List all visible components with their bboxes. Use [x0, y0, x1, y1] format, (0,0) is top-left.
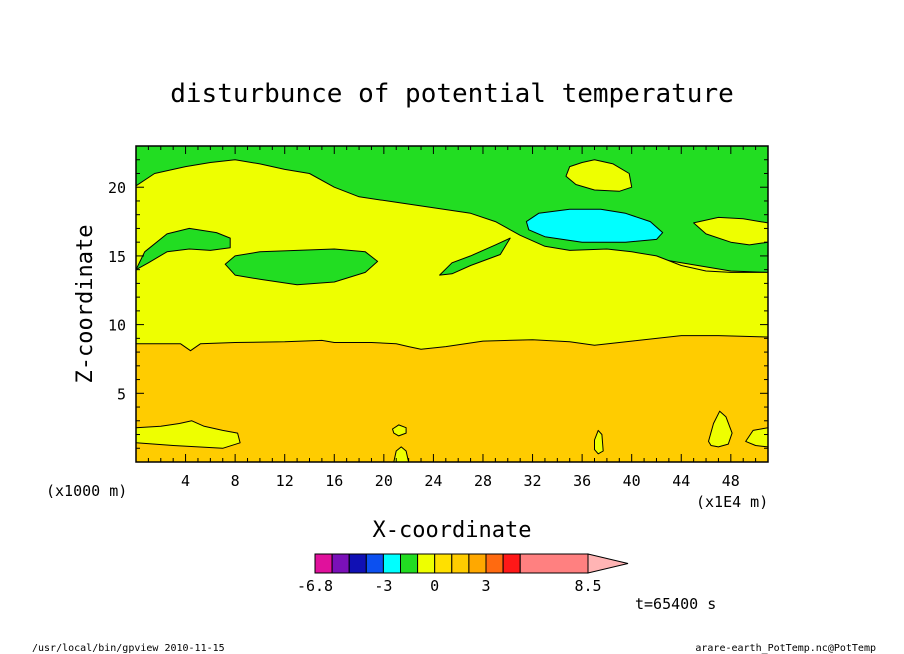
contour-fills [136, 146, 768, 462]
y-unit-label: (x1000 m) [46, 482, 127, 500]
y-axis-label: Z-coordinate [73, 225, 98, 384]
colorbar-label: 0 [430, 577, 439, 595]
contour-region-4 [224, 248, 379, 286]
x-tick-label: 20 [375, 472, 393, 490]
contour-region-12 [393, 446, 410, 462]
x-tick-label: 44 [672, 472, 690, 490]
contour-region-14 [708, 410, 733, 448]
colorbar-label: -6.8 [297, 577, 333, 595]
x-tick-label: 48 [722, 472, 740, 490]
footer-left: /usr/local/bin/gpview 2010-11-15 [32, 643, 225, 654]
contour-region-10 [136, 420, 241, 449]
colorbar-legend: -6.8 -3 0 3 8.5 [297, 553, 629, 595]
colorbar-segment [502, 553, 521, 574]
y-axis-ticks: 5 10 15 20 [108, 159, 768, 449]
contour-region-15 [745, 427, 768, 448]
colorbar-segment [382, 553, 401, 574]
colorbar-segment [519, 553, 589, 574]
contour-region-9 [136, 335, 768, 462]
colorbar-segment [417, 553, 436, 574]
colorbar-segment [468, 553, 487, 574]
x-tick-label: 28 [474, 472, 492, 490]
x-tick-label: 40 [623, 472, 641, 490]
colorbar-segment [485, 553, 504, 574]
y-tick-label: 10 [108, 317, 126, 335]
y-tick-label: 5 [117, 385, 126, 403]
colorbar-segment [451, 553, 470, 574]
contour-region-5 [439, 237, 511, 276]
contour-region-8 [525, 208, 664, 243]
x-tick-label: 16 [325, 472, 343, 490]
colorbar-segment [348, 553, 367, 574]
colorbar-label: 3 [481, 577, 490, 595]
chart-title: disturbunce of potential temperature [170, 79, 734, 109]
time-label: t=65400 s [635, 595, 716, 613]
contour-region-6 [565, 159, 633, 192]
x-tick-label: 8 [231, 472, 240, 490]
colorbar-label: -3 [374, 577, 392, 595]
x-tick-label: 32 [524, 472, 542, 490]
colorbar-segment [331, 553, 350, 574]
colorbar-segment [314, 553, 333, 574]
footer-right: arare-earth_PotTemp.nc@PotTemp [695, 643, 876, 654]
plot-frame [135, 145, 769, 463]
x-axis-ticks: 4 8 12 16 20 24 28 32 36 40 44 48 [147, 146, 757, 490]
x-tick-label: 4 [181, 472, 190, 490]
colorbar-segment [400, 553, 419, 574]
x-axis-label: X-coordinate [373, 518, 532, 543]
colorbar-label: 8.5 [574, 577, 601, 595]
colorbar-segment [434, 553, 453, 574]
x-unit-label: (x1E4 m) [696, 493, 768, 511]
y-tick-label: 15 [108, 248, 126, 266]
x-tick-label: 12 [276, 472, 294, 490]
contour-region-11 [392, 424, 407, 437]
colorbar-extend-arrow [587, 553, 629, 574]
contour-region-7 [693, 216, 768, 246]
colorbar-segment [365, 553, 384, 574]
contour-region-3 [136, 227, 231, 271]
y-tick-label: 20 [108, 179, 126, 197]
x-tick-label: 24 [424, 472, 442, 490]
contour-region-13 [594, 429, 604, 455]
x-tick-label: 36 [573, 472, 591, 490]
